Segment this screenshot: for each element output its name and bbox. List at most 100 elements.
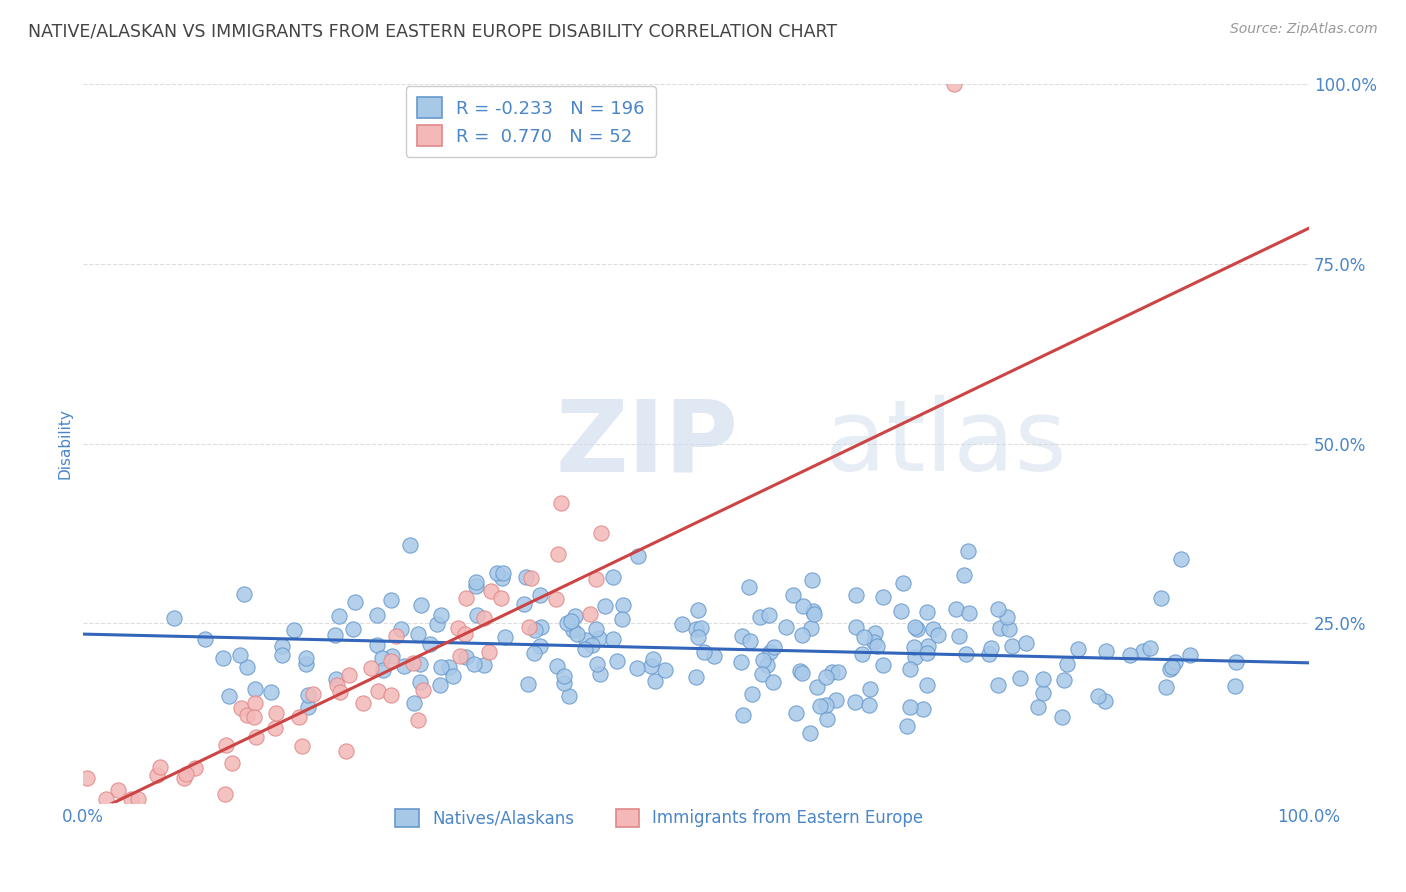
Point: [547, 547, 569, 561]
Point: [271, 639, 294, 653]
Point: [602, 570, 624, 584]
Point: [380, 592, 402, 607]
Point: [283, 623, 305, 637]
Point: [229, 701, 252, 715]
Point: [792, 665, 814, 680]
Point: [893, 576, 915, 591]
Point: [366, 638, 388, 652]
Y-axis label: Disability: Disability: [58, 409, 72, 479]
Point: [853, 630, 876, 644]
Point: [325, 672, 347, 686]
Point: [236, 708, 259, 723]
Point: [294, 651, 316, 665]
Point: [342, 622, 364, 636]
Point: [574, 641, 596, 656]
Point: [844, 695, 866, 709]
Point: [942, 78, 965, 92]
Point: [329, 685, 352, 699]
Point: [575, 632, 598, 647]
Point: [579, 607, 602, 621]
Point: [815, 670, 838, 684]
Point: [297, 688, 319, 702]
Point: [610, 612, 633, 626]
Point: [922, 623, 945, 637]
Point: [904, 620, 927, 634]
Point: [1052, 710, 1074, 724]
Point: [827, 665, 849, 680]
Point: [94, 792, 117, 806]
Point: [456, 650, 478, 665]
Point: [859, 681, 882, 696]
Point: [987, 678, 1010, 692]
Point: [408, 714, 430, 728]
Point: [808, 698, 831, 713]
Point: [447, 621, 470, 635]
Point: [523, 623, 546, 637]
Point: [790, 628, 813, 642]
Point: [953, 568, 976, 582]
Point: [236, 659, 259, 673]
Point: [792, 599, 814, 613]
Point: [409, 674, 432, 689]
Point: [741, 687, 763, 701]
Point: [335, 744, 357, 758]
Point: [988, 620, 1011, 634]
Point: [851, 648, 873, 662]
Point: [544, 591, 567, 606]
Point: [703, 649, 725, 664]
Point: [523, 646, 546, 660]
Point: [980, 640, 1002, 655]
Point: [516, 677, 538, 691]
Point: [758, 607, 780, 622]
Point: [815, 712, 838, 726]
Point: [221, 756, 243, 770]
Point: [472, 657, 495, 672]
Point: [429, 607, 451, 622]
Point: [738, 580, 761, 594]
Point: [1225, 656, 1247, 670]
Point: [1159, 662, 1181, 676]
Point: [553, 669, 575, 683]
Point: [371, 663, 394, 677]
Point: [472, 611, 495, 625]
Point: [419, 637, 441, 651]
Point: [491, 571, 513, 585]
Point: [389, 622, 412, 636]
Point: [606, 654, 628, 668]
Point: [1094, 694, 1116, 708]
Point: [987, 601, 1010, 615]
Point: [264, 706, 287, 720]
Point: [863, 626, 886, 640]
Point: [800, 573, 823, 587]
Point: [553, 676, 575, 690]
Point: [409, 599, 432, 613]
Point: [174, 766, 197, 780]
Point: [406, 627, 429, 641]
Point: [494, 630, 516, 644]
Legend: Natives/Alaskans, Immigrants from Eastern Europe: Natives/Alaskans, Immigrants from Easter…: [388, 802, 931, 834]
Point: [212, 651, 235, 665]
Point: [491, 591, 513, 605]
Point: [163, 610, 186, 624]
Point: [371, 651, 394, 665]
Point: [863, 635, 886, 649]
Point: [588, 631, 610, 645]
Point: [738, 634, 761, 648]
Point: [845, 588, 868, 602]
Point: [107, 783, 129, 797]
Point: [1094, 644, 1116, 658]
Point: [412, 682, 434, 697]
Point: [486, 566, 509, 580]
Point: [337, 667, 360, 681]
Point: [454, 591, 477, 605]
Point: [731, 629, 754, 643]
Point: [806, 680, 828, 694]
Point: [782, 588, 804, 602]
Point: [995, 610, 1018, 624]
Point: [146, 767, 169, 781]
Point: [775, 620, 797, 634]
Point: [900, 662, 922, 676]
Point: [731, 708, 754, 723]
Point: [449, 649, 471, 664]
Point: [688, 603, 710, 617]
